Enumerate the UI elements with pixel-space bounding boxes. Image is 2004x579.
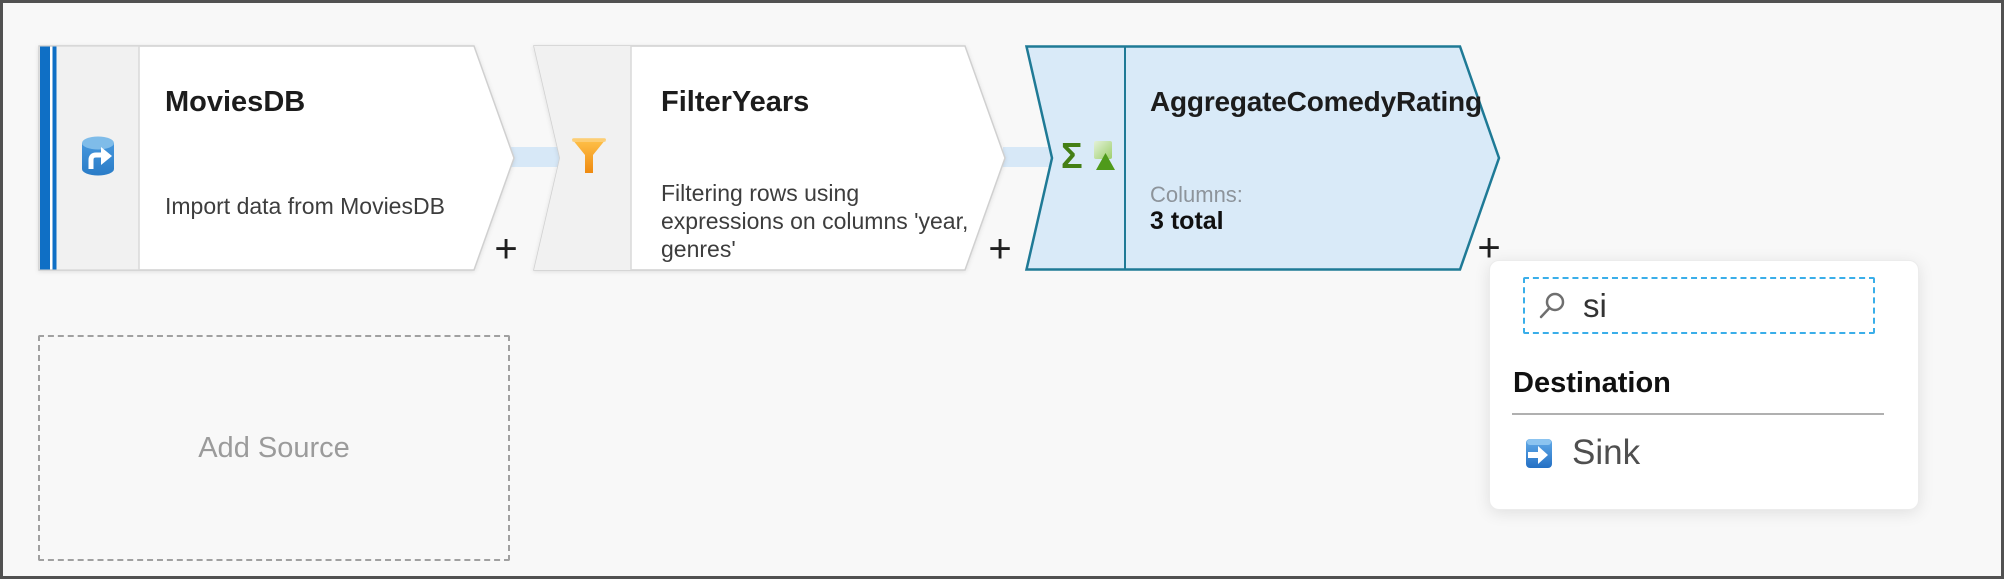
popup-item-sink[interactable]: Sink <box>1524 433 1640 473</box>
sigma-icon: Σ <box>1061 138 1117 174</box>
add-transformation-button-2[interactable]: + <box>988 227 1012 271</box>
node-title: FilterYears <box>661 86 810 118</box>
popup-divider <box>1512 413 1884 415</box>
database-export-icon <box>78 135 118 184</box>
node-shape <box>1024 45 1501 271</box>
stream-connector-2 <box>1003 147 1053 167</box>
node-shape <box>533 45 1006 271</box>
node-description: Import data from MoviesDB <box>165 193 445 219</box>
node-source-moviesdb[interactable]: MoviesDB Import data from MoviesDB <box>38 45 520 271</box>
node-aggregate-comedyrating[interactable]: Σ AggregateComedyRating Columns: 3 total <box>1024 45 1505 271</box>
transformation-picker-popup: Destination Sink <box>1489 260 1919 510</box>
funnel-icon <box>571 136 607 181</box>
add-source-label: Add Source <box>198 431 350 464</box>
sigma-glyph: Σ <box>1061 135 1083 176</box>
stream-connector-1 <box>511 147 561 167</box>
node-filter-filteryears[interactable]: FilterYears Filtering rows using express… <box>533 45 1010 271</box>
add-transformation-button-3[interactable]: + <box>1477 226 1501 270</box>
search-icon <box>1539 292 1565 318</box>
node-columns-label: Columns: <box>1150 182 1243 207</box>
node-columns-value: 3 total <box>1150 207 1224 235</box>
node-shape <box>38 45 515 271</box>
sink-icon <box>1526 438 1552 468</box>
node-description: Filtering rows using expressions on colu… <box>661 180 969 262</box>
add-transformation-button-1[interactable]: + <box>494 227 518 271</box>
node-title: AggregateComedyRating <box>1150 86 1482 117</box>
popup-section-title: Destination <box>1513 367 1671 399</box>
node-title: MoviesDB <box>165 86 306 118</box>
transformation-search-input[interactable] <box>1581 285 1845 326</box>
add-source-box[interactable]: Add Source <box>38 335 510 561</box>
transformation-search-box[interactable] <box>1523 277 1875 334</box>
popup-item-label: Sink <box>1572 433 1641 472</box>
